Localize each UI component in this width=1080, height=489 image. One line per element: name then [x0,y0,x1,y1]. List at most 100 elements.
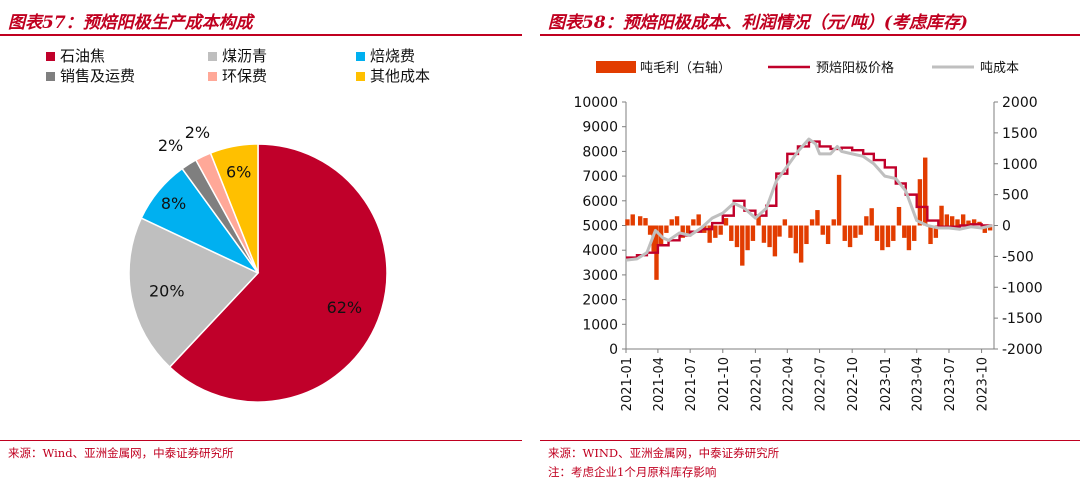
pie-slice [168,143,388,403]
left-tick-label: 5000 [582,219,618,235]
gross-profit-bar [880,225,885,251]
left-tick-label: 3000 [582,268,618,284]
gross-profit-bar [772,225,778,257]
right-tick-label: 0 [1002,219,1011,235]
pie-value-label: 8% [161,194,186,213]
line-bottom-rule [540,440,1080,441]
gross-profit-bar [864,216,869,226]
pie-legend-swatch [356,52,365,61]
pie-value-label: 2% [185,123,210,142]
gross-profit-bar [966,220,971,226]
gross-profit-bar [906,225,912,251]
pie-value-label: 6% [226,163,251,182]
pie-legend-label: 石油焦 [60,47,105,65]
gross-profit-bar [782,219,788,226]
gross-profit-bar [798,225,804,263]
gross-profit-bar [987,225,993,231]
gross-profit-bar [723,218,729,226]
cost-profit-chart: 0100020003000400050006000700080009000100… [573,60,1043,411]
gross-profit-bar [917,179,923,226]
gross-profit-bar [902,225,907,238]
pie-title-rule [0,34,522,36]
line-source: 来源：WIND、亚洲金属网，中泰证券研究所 [548,446,780,460]
pie-figure-title: 图表57：预焙阳极生产成本构成 [8,13,253,33]
gross-profit-bar [767,225,772,248]
gross-profit-bar [874,225,880,241]
gross-profit-bar [971,219,977,226]
gross-profit-bar [825,225,831,245]
x-tick-label: 2021-10 [717,357,732,411]
gross-profit-bar [729,225,734,241]
anode-price-line [626,140,993,259]
gross-profit-bar [836,174,842,226]
pie-value-label: 20% [149,281,185,300]
right-tick-label: -1000 [1002,280,1043,296]
legend-label-price: 预焙阳极价格 [816,60,894,76]
gross-profit-bar [842,225,847,241]
left-tick-label: 2000 [582,293,618,309]
pie-legend-label: 煤沥青 [222,47,267,65]
gross-profit-bar [756,216,761,226]
gross-profit-bar [696,214,701,226]
legend-swatch-gross-profit [596,61,636,73]
gross-profit-bar [777,225,782,237]
gross-profit-bar [643,218,648,226]
pie-slice [128,217,260,369]
pie-slice [209,143,259,274]
pie-legend-swatch [356,72,365,81]
x-tick-label: 2022-04 [781,357,796,411]
gross-profit-bar [869,208,874,226]
pie-value-label: 62% [327,298,363,317]
left-tick-label: 4000 [582,243,618,259]
right-tick-label: 1000 [1002,157,1038,173]
left-tick-label: 10000 [573,95,618,111]
gross-profit-bar [896,206,902,226]
gross-profit-bar [745,225,750,251]
x-tick-label: 2021-01 [620,357,635,411]
gross-profit-bar [982,225,987,233]
gross-profit-bar [630,214,635,226]
gross-profit-bar [858,225,863,235]
gross-profit-bar [625,219,630,226]
gross-profit-bar [847,225,853,248]
x-tick-label: 2023-07 [943,357,958,411]
gross-profit-bar [761,225,767,243]
gross-profit-bar [809,219,815,226]
gross-profit-bar [815,210,820,226]
gross-profit-bar [685,225,691,235]
ton-cost-line [625,137,993,262]
left-tick-label: 7000 [582,169,618,185]
gross-profit-bar [740,225,745,266]
x-tick-label: 2023-10 [976,357,991,411]
gross-profit-bar [891,225,896,241]
pie-legend-label: 环保费 [222,67,267,85]
right-tick-label: -1500 [1002,311,1043,327]
gross-profit-bar [923,157,928,226]
x-tick-label: 2022-07 [814,357,829,411]
gross-profit-bar [674,216,680,226]
pie-legend-swatch [208,72,217,81]
gross-profit-bar [955,219,960,226]
gross-profit-bar [680,225,685,238]
right-tick-label: 2000 [1002,95,1038,111]
pie-legend-swatch [46,52,55,61]
gross-profit-bar [707,225,712,243]
gross-profit-bar [912,225,917,241]
gross-profit-bar [885,225,891,248]
gross-profit-bar [793,225,799,254]
gross-profit-bar [831,219,836,226]
legend-label-cost: 吨成本 [980,61,1019,76]
pie-legend-swatch [46,72,55,81]
x-tick-label: 2023-01 [879,357,894,411]
gross-profit-bar [637,216,643,226]
gross-profit-bar [669,219,674,226]
gross-profit-bar [928,225,933,245]
right-tick-label: -500 [1002,249,1034,265]
gross-profit-bar [944,214,950,226]
pie-legend-label: 其他成本 [370,67,430,85]
line-figure-title: 图表58：预焙阳极成本、利润情况（元/吨）(考虑库存) [548,13,968,33]
gross-profit-bar [713,225,718,238]
x-tick-label: 2022-10 [846,357,861,411]
pie-legend-label: 销售及运费 [60,67,135,85]
